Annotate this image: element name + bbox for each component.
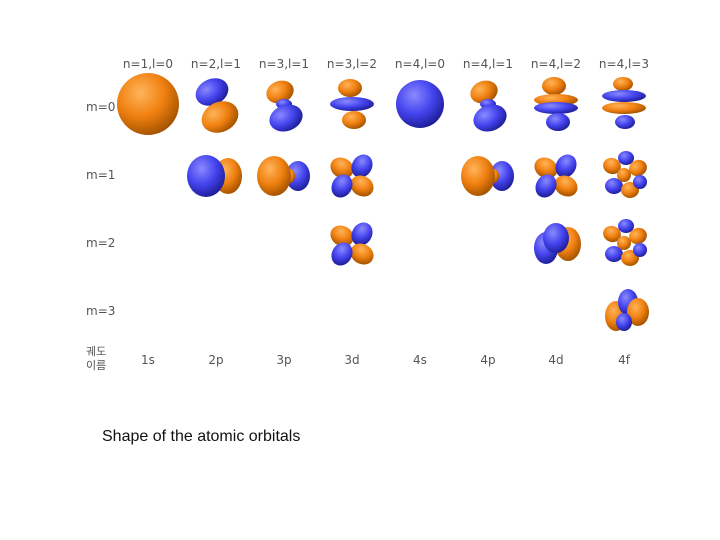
orbital-shape-p-horizontal-noded (461, 156, 514, 196)
row-label-m0: m=0 (86, 100, 116, 114)
diagram-caption: Shape of the atomic orbitals (102, 428, 301, 445)
column-header-4f: n=4,l=3 (598, 57, 650, 71)
orbital-name-row-title: 궤도 이름 (86, 345, 116, 373)
row-label-m1: m=1 (86, 168, 116, 182)
orbital-3p-m1 (250, 142, 318, 210)
orbital-4f-m0 (590, 70, 658, 138)
orbital-name-4p: 4p (480, 353, 496, 367)
orbital-shape-d-clover (330, 154, 374, 198)
orbital-shape-d-z2 (330, 79, 374, 129)
orbital-4d-m0 (522, 70, 590, 138)
orbital-shape-p-horizontal-noded (257, 156, 310, 196)
orbital-name-3d: 3d (344, 353, 360, 367)
orbital-shape-d-clover (330, 222, 374, 266)
orbital-3d-m2 (318, 210, 386, 278)
orbital-shape-p-vertical-noded (470, 80, 507, 132)
orbital-shape-f-multi (603, 219, 647, 266)
orbital-4f-m2 (590, 210, 658, 278)
column-header-3d: n=3,l=2 (326, 57, 378, 71)
orbital-name-1s: 1s (141, 353, 155, 367)
orbital-4p-m1 (454, 142, 522, 210)
orbital-shape-d-clover (534, 154, 578, 198)
orbital-4s-m0 (386, 70, 454, 138)
orbital-2p-m0 (182, 70, 250, 138)
orbital-shape-s-sphere-blue (396, 80, 444, 128)
column-header-4d: n=4,l=2 (530, 57, 582, 71)
column-header-3p: n=3,l=1 (258, 57, 310, 71)
row-label-m3: m=3 (86, 304, 116, 318)
orbital-shape-f-multi (603, 151, 647, 198)
orbital-name-4d: 4d (548, 353, 564, 367)
orbital-4d-m1 (522, 142, 590, 210)
orbital-3d-m1 (318, 142, 386, 210)
orbital-name-2p: 2p (208, 353, 224, 367)
orbital-3d-m0 (318, 70, 386, 138)
orbital-4f-m1 (590, 142, 658, 210)
orbital-1s-m0 (114, 70, 182, 138)
orbital-shape-f-z3 (602, 77, 646, 129)
orbital-shape-p-vertical-noded (266, 80, 303, 132)
orbital-4p-m0 (454, 70, 522, 138)
orbital-shape-s-sphere-orange (117, 73, 179, 135)
row-label-m2: m=2 (86, 236, 116, 250)
orbital-name-3p: 3p (276, 353, 292, 367)
orbital-2p-m1 (182, 142, 250, 210)
orbital-shape-d-clover-large (534, 223, 581, 264)
column-header-2p: n=2,l=1 (190, 57, 242, 71)
orbital-3p-m0 (250, 70, 318, 138)
column-header-4s: n=4,l=0 (394, 57, 446, 71)
orbital-name-title-line1: 궤도 (86, 345, 107, 358)
orbital-4d-m2 (522, 210, 590, 278)
column-header-4p: n=4,l=1 (462, 57, 514, 71)
orbital-shape-f-clover (605, 289, 649, 331)
orbital-shape-p-horizontal (187, 155, 242, 197)
orbital-name-title-line2: 이름 (86, 359, 107, 372)
orbital-shape-d-z2-ringed (534, 77, 578, 131)
orbital-name-4s: 4s (413, 353, 427, 367)
orbital-name-4f: 4f (618, 353, 630, 367)
column-header-1s: n=1,l=0 (122, 57, 174, 71)
orbital-4f-m3 (590, 278, 658, 346)
orbital-shape-p-vertical (195, 78, 239, 133)
